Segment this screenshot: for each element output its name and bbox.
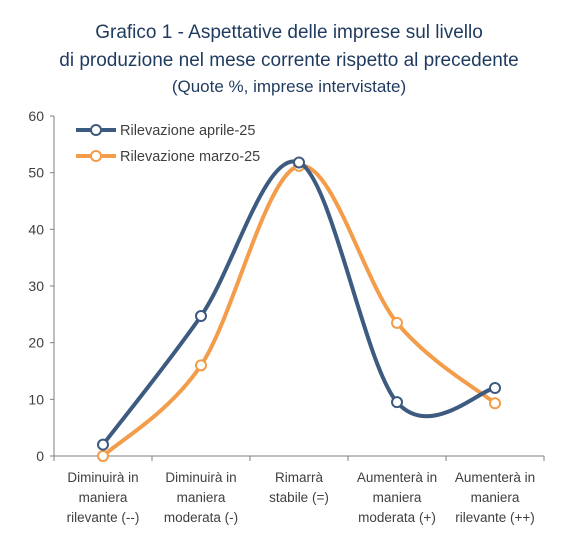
y-tick-label: 30 [28,278,44,294]
data-point-marker [97,438,109,451]
series-lines [97,156,501,462]
y-tick-label: 20 [28,335,44,351]
series-line [101,159,497,447]
x-tick-label: Aumenterà in maniera rilevante (++) [455,470,535,525]
data-point-marker [391,396,403,409]
x-tick-label: Diminuirà in maniera rilevante (--) [67,470,140,525]
data-point-marker [97,450,109,462]
y-tick-label: 60 [28,108,44,124]
x-tick-label: Rimarrà stabile (=) [269,470,329,505]
x-tick-label: Diminuirà in maniera moderata (-) [164,470,238,525]
chart-title-line-1: Grafico 1 - Aspettative delle imprese su… [95,22,483,43]
legend-swatch-marker [90,150,102,162]
legend-label: Rilevazione marzo-25 [120,149,260,165]
y-tick-labels: 0 10 20 30 40 50 60 [28,108,54,464]
legend-swatch-marker [90,124,102,136]
chart-subtitle: (Quote %, imprese intervistate) [172,77,406,96]
data-point-marker [195,310,207,323]
series-line [101,163,497,458]
data-point-marker [489,397,501,410]
x-tick-label: Aumenterà in maniera moderata (+) [357,470,437,525]
legend-label: Rilevazione aprile-25 [120,123,255,139]
y-tick-label: 40 [28,221,44,237]
y-tick-label: 50 [28,165,44,181]
y-tick-label: 0 [36,448,44,464]
legend: Rilevazione aprile-25 Rilevazione marzo-2… [76,123,260,165]
data-point-marker [195,359,207,372]
data-point-marker [489,382,501,394]
data-point-marker [293,156,305,169]
data-point-marker [391,316,403,329]
series-0 [97,156,501,451]
x-tick-labels: Diminuirà in maniera rilevante (--) Diminui… [53,456,545,525]
y-tick-label: 10 [28,391,44,407]
chart-title-line-2: di produzione nel mese corrente rispetto… [59,50,518,71]
